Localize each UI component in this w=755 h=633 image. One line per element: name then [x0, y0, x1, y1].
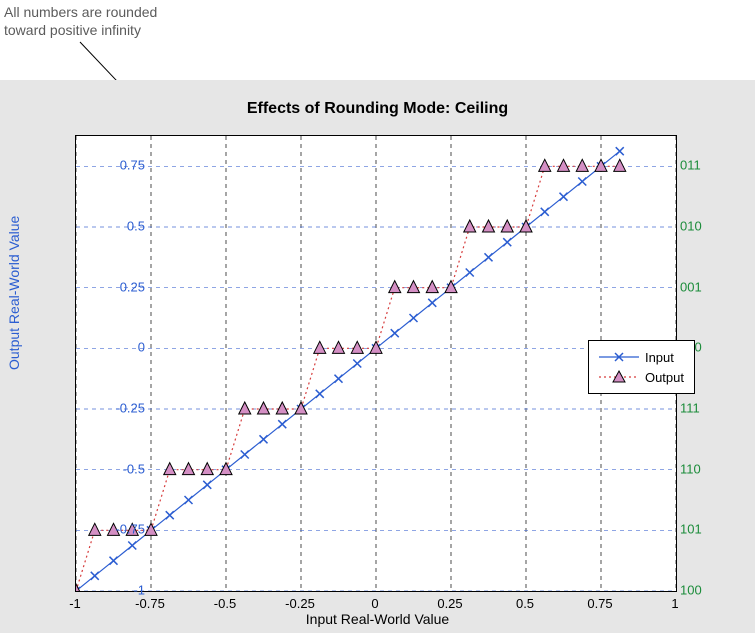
legend-item-output: Output: [599, 367, 684, 387]
x-tick-label: 0.75: [587, 596, 612, 611]
y-tick-label-left: 0.25: [120, 279, 145, 294]
annotation-text: All numbers are rounded toward positive …: [4, 4, 157, 39]
x-tick-label: 0: [371, 596, 378, 611]
y-tick-label-right: 001: [680, 279, 702, 294]
y-tick-label-left: 0.5: [127, 219, 145, 234]
y-tick-label-left: 0: [138, 340, 145, 355]
legend-label-output: Output: [645, 370, 684, 385]
chart-title: Effects of Rounding Mode: Ceiling: [0, 100, 755, 118]
annotation-line2: toward positive infinity: [4, 22, 141, 38]
annotation-line1: All numbers are rounded: [4, 4, 157, 20]
y-tick-label-right: 011: [680, 158, 701, 173]
y-tick-label-left: -0.5: [123, 461, 145, 476]
y-tick-label-right: 111: [680, 401, 700, 416]
x-tick-label: 1: [671, 596, 678, 611]
y-tick-label-right: 101: [680, 522, 702, 537]
y-tick-label-right: 100: [680, 583, 702, 598]
y-tick-label-right: 110: [680, 461, 701, 476]
legend-swatch-output: [599, 369, 639, 385]
x-axis-label: Input Real-World Value: [0, 611, 755, 627]
y-tick-label-left: -0.75: [115, 522, 145, 537]
x-tick-label: 0.25: [437, 596, 462, 611]
plot-svg: [76, 136, 676, 591]
legend-label-input: Input: [645, 350, 674, 365]
x-tick-label: -0.75: [135, 596, 165, 611]
x-tick-label: -0.5: [214, 596, 236, 611]
plot-area: [75, 135, 677, 592]
x-tick-label: -0.25: [285, 596, 315, 611]
y-tick-label-left: -1: [133, 583, 145, 598]
y-axis-label-left: Output Real-World Value: [6, 216, 22, 370]
y-tick-label-left: 0.75: [120, 158, 145, 173]
x-tick-label: 0.5: [516, 596, 534, 611]
legend-item-input: Input: [599, 347, 684, 367]
y-tick-label-left: -0.25: [115, 401, 145, 416]
legend: Input Output: [588, 340, 695, 394]
legend-swatch-input: [599, 349, 639, 365]
chart-container: Effects of Rounding Mode: Ceiling Output…: [0, 80, 755, 633]
x-tick-label: -1: [69, 596, 81, 611]
y-tick-label-right: 010: [680, 219, 702, 234]
